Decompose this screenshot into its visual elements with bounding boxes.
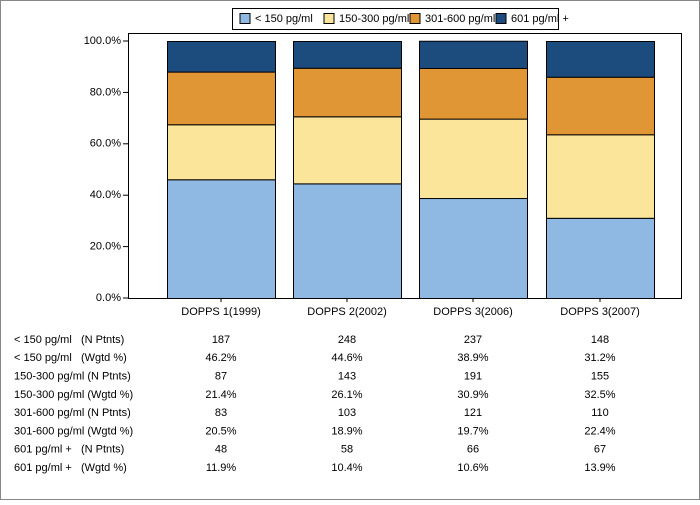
- table-cell: 66: [467, 444, 479, 456]
- legend-box: [232, 8, 559, 30]
- table-cell: 22.4%: [584, 425, 615, 437]
- table-cell: 237: [464, 334, 482, 346]
- table-cell: 143: [338, 371, 356, 383]
- table-cell: 11.9%: [206, 462, 237, 474]
- y-tick-label: 60.0%: [90, 138, 121, 150]
- bar-segment: [293, 67, 402, 118]
- table-cell: 19.7%: [457, 425, 488, 437]
- table-row-label: 150-300 pg/ml (Wgtd %): [14, 389, 133, 401]
- bar-segment: [546, 217, 655, 299]
- bar-segment: [167, 124, 276, 181]
- table-cell: 10.4%: [331, 462, 362, 474]
- table-cell: 20.5%: [205, 425, 236, 437]
- table-cell: 155: [591, 371, 609, 383]
- legend-swatch: [323, 13, 335, 24]
- bar-segment: [419, 40, 528, 69]
- table-row-label: 601 pg/ml + (Wgtd %): [14, 462, 127, 474]
- table-cell: 87: [215, 371, 227, 383]
- table-cell: 21.4%: [205, 389, 236, 401]
- table-cell: 148: [591, 334, 609, 346]
- table-row-label: 601 pg/ml + (N Ptnts): [14, 444, 124, 456]
- legend-swatch: [409, 13, 421, 24]
- table-cell: 110: [591, 407, 609, 419]
- legend-swatch: [239, 13, 251, 24]
- y-tick-label: 40.0%: [90, 189, 121, 201]
- x-tick-label: DOPPS 1(1999): [181, 306, 260, 318]
- bar-segment: [167, 71, 276, 126]
- table-cell: 10.6%: [457, 462, 488, 474]
- bar-segment: [293, 116, 402, 185]
- table-cell: 31.2%: [584, 352, 615, 364]
- table-cell: 187: [212, 334, 230, 346]
- table-cell: 13.9%: [584, 462, 615, 474]
- table-cell: 58: [341, 444, 353, 456]
- legend-swatch: [495, 13, 507, 24]
- table-cell: 26.1%: [331, 389, 362, 401]
- table-cell: 38.9%: [457, 352, 488, 364]
- table-row-label: 301-600 pg/ml (Wgtd %): [14, 425, 133, 437]
- table-cell: 83: [215, 407, 227, 419]
- table-cell: 44.6%: [331, 352, 362, 364]
- y-tick-label: 0.0%: [96, 292, 121, 304]
- bar-segment: [167, 179, 276, 300]
- table-cell: 32.5%: [584, 389, 615, 401]
- bar-segment: [546, 41, 655, 78]
- x-tick-label: DOPPS 3(2006): [433, 306, 512, 318]
- bar-segment: [546, 134, 655, 219]
- bar-segment: [293, 183, 402, 300]
- y-tick-label: 100.0%: [84, 35, 122, 47]
- table-row-label: < 150 pg/ml (Wgtd %): [14, 352, 127, 364]
- table-cell: 46.2%: [205, 352, 236, 364]
- table-row-label: < 150 pg/ml (N Ptnts): [14, 334, 124, 346]
- plot-area: [128, 33, 682, 299]
- bar-segment: [167, 41, 276, 73]
- x-tick-label: DOPPS 2(2002): [307, 306, 386, 318]
- table-cell: 48: [215, 444, 227, 456]
- bar-segment: [419, 198, 528, 299]
- bar-segment: [293, 41, 402, 69]
- table-cell: 121: [464, 407, 482, 419]
- bar-segment: [546, 76, 655, 136]
- legend-label: 601 pg/ml +: [511, 13, 569, 25]
- x-tick-label: DOPPS 3(2007): [560, 306, 639, 318]
- legend-label: < 150 pg/ml: [255, 13, 313, 25]
- y-tick-label: 20.0%: [90, 241, 121, 253]
- table-row-label: 150-300 pg/ml (N Ptnts): [14, 371, 131, 383]
- table-row-label: 301-600 pg/ml (N Ptnts): [14, 407, 131, 419]
- table-cell: 103: [338, 407, 356, 419]
- table-cell: 30.9%: [457, 389, 488, 401]
- legend-label: 301-600 pg/ml: [425, 13, 495, 25]
- table-cell: 18.9%: [331, 425, 362, 437]
- bar-segment: [419, 118, 528, 200]
- table-cell: 248: [338, 334, 356, 346]
- table-cell: 67: [594, 444, 606, 456]
- table-cell: 191: [464, 371, 482, 383]
- legend-label: 150-300 pg/ml: [339, 13, 409, 25]
- y-tick-label: 80.0%: [90, 86, 121, 98]
- bar-segment: [419, 67, 528, 120]
